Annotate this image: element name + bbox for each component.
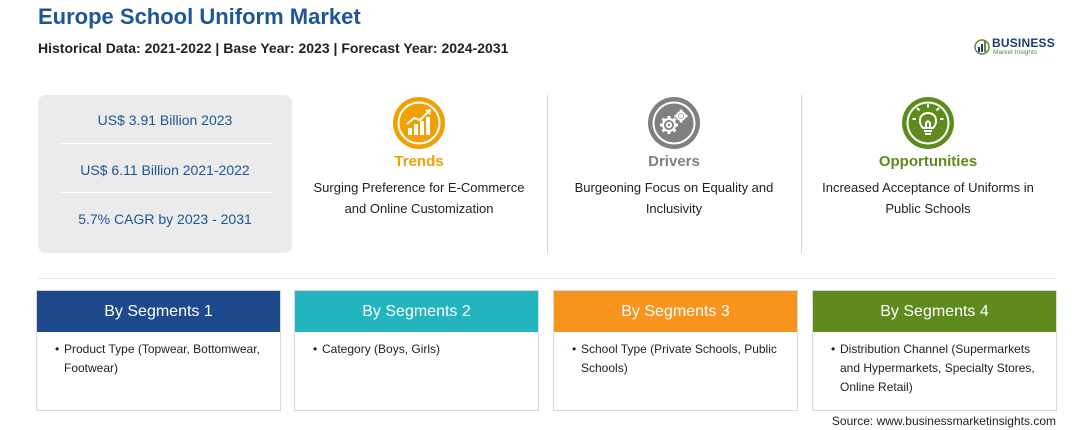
stat-divider — [58, 192, 272, 193]
segment-item-text: Category (Boys, Girls) — [322, 342, 441, 356]
page-title: Europe School Uniform Market — [38, 4, 361, 29]
stat-market-value-2023: US$ 3.91 Billion 2023 — [97, 112, 233, 128]
segment-item-text: Distribution Channel (Supermarkets and H… — [840, 342, 1035, 394]
segment-card-2: By Segments 2 • Category (Boys, Girls) — [294, 290, 539, 411]
pillar-trends: Trends Surging Preference for E-Commerce… — [299, 95, 539, 219]
lightbulb-icon — [902, 97, 954, 149]
bullet: • — [313, 342, 318, 356]
pillar-text-line: Increased Acceptance of Uniforms in — [822, 180, 1034, 195]
segment-item: • School Type (Private Schools, Public S… — [572, 340, 787, 378]
stat-market-value-historical: US$ 6.11 Billion 2021-2022 — [80, 162, 250, 178]
stat-divider — [58, 143, 272, 144]
segment-body: • Distribution Channel (Supermarkets and… — [813, 332, 1056, 397]
bullet: • — [831, 342, 836, 356]
pillar-text-line: Public Schools — [885, 201, 971, 216]
pillar-title-trends: Trends — [394, 153, 444, 170]
source-note: Source: www.businessmarketinsights.com — [831, 414, 1056, 428]
segment-item: • Category (Boys, Girls) — [313, 340, 528, 359]
segment-card-3: By Segments 3 • School Type (Private Sch… — [553, 290, 798, 411]
segment-item: • Distribution Channel (Supermarkets and… — [831, 340, 1046, 397]
segment-body: • Category (Boys, Girls) — [295, 332, 538, 359]
segment-item-text: Product Type (Topwear, Bottomwear, Footw… — [64, 342, 260, 375]
market-stats-panel: US$ 3.91 Billion 2023 US$ 6.11 Billion 2… — [38, 95, 292, 253]
section-divider — [38, 278, 1056, 279]
logo-mark-icon — [974, 39, 990, 55]
pillar-drivers: Drivers Burgeoning Focus on Equality and… — [554, 95, 794, 219]
bullet: • — [55, 342, 60, 356]
pillar-text-line: Inclusivity — [645, 201, 703, 216]
segment-header: By Segments 3 — [554, 291, 797, 332]
rising-chart-icon — [393, 97, 445, 149]
pillar-text-drivers: Burgeoning Focus on Equality and Inclusi… — [554, 177, 794, 219]
bullet: • — [572, 342, 577, 356]
logo-tagline: Market Insights — [993, 49, 1038, 56]
column-divider — [547, 95, 548, 253]
pillar-title-drivers: Drivers — [648, 153, 700, 170]
page-subtitle: Historical Data: 2021-2022 | Base Year: … — [38, 40, 509, 56]
gears-icon — [648, 97, 700, 149]
segment-item-text: School Type (Private Schools, Public Sch… — [581, 342, 777, 375]
pillar-text-line: and Online Customization — [344, 201, 494, 216]
segment-header: By Segments 1 — [37, 291, 280, 332]
column-divider — [801, 95, 802, 253]
segment-body: • Product Type (Topwear, Bottomwear, Foo… — [37, 332, 280, 378]
segment-card-1: By Segments 1 • Product Type (Topwear, B… — [36, 290, 281, 411]
pillar-text-line: Burgeoning Focus on Equality and — [574, 180, 774, 195]
pillar-opportunities: Opportunities Increased Acceptance of Un… — [808, 95, 1048, 219]
segment-card-4: By Segments 4 • Distribution Channel (Su… — [812, 290, 1057, 411]
segment-header: By Segments 4 — [813, 291, 1056, 332]
pillar-text-line: Surging Preference for E-Commerce — [313, 180, 525, 195]
stat-cagr: 5.7% CAGR by 2023 - 2031 — [78, 211, 252, 227]
segment-item: • Product Type (Topwear, Bottomwear, Foo… — [55, 340, 270, 378]
segment-body: • School Type (Private Schools, Public S… — [554, 332, 797, 378]
pillar-text-trends: Surging Preference for E-Commerce and On… — [299, 177, 539, 219]
logo-name: BUSINESS — [992, 36, 1055, 50]
segment-header: By Segments 2 — [295, 291, 538, 332]
company-logo: BUSINESS Market Insights — [974, 36, 1064, 60]
pillar-title-opportunities: Opportunities — [878, 153, 978, 170]
pillar-text-opportunities: Increased Acceptance of Uniforms in Publ… — [808, 177, 1048, 219]
